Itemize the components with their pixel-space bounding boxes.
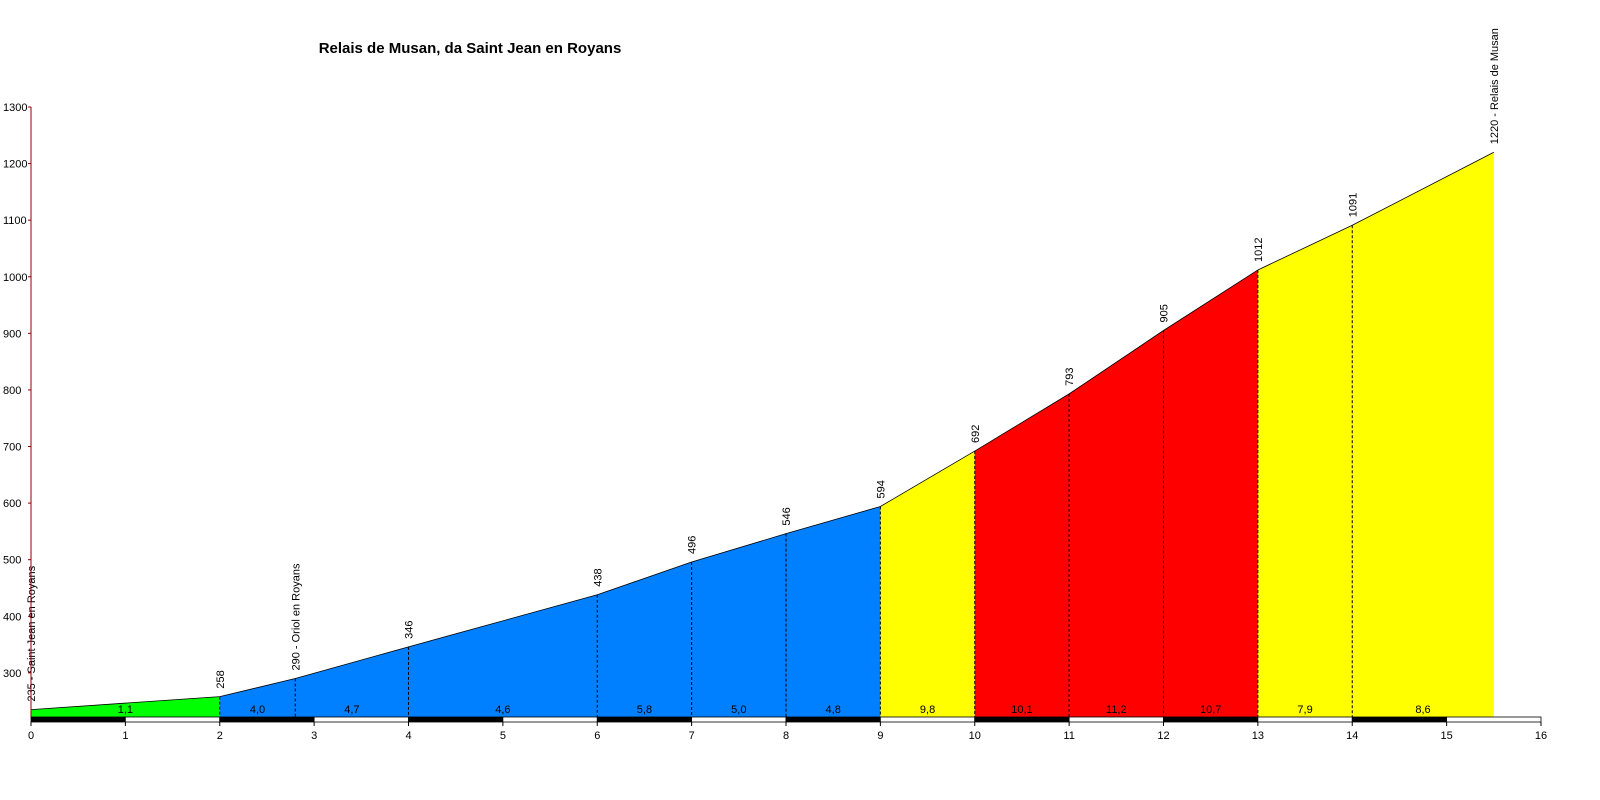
profile-segment [295, 646, 409, 717]
profile-segment [880, 451, 975, 717]
profile-segment [1352, 152, 1494, 717]
x-tick-label: 6 [594, 730, 600, 742]
profile-segment [597, 561, 692, 717]
gradient-label: 10,1 [1011, 704, 1032, 716]
y-tick-label: 1200 [3, 159, 27, 171]
x-tick-label: 9 [877, 730, 883, 742]
profile-line [30, 151, 1494, 711]
profile-segment [974, 393, 1070, 717]
profile-segment [1257, 225, 1353, 717]
km-strip [1163, 716, 1259, 723]
gradient-label: 5,8 [637, 704, 652, 716]
point-label: 1012 [1253, 237, 1265, 261]
km-strip [313, 716, 409, 723]
chart-title: Relais de Musan, da Saint Jean en Royans [319, 40, 622, 57]
km-strip [219, 716, 315, 723]
km-strip [974, 716, 1070, 723]
y-tick-label: 700 [3, 442, 21, 454]
km-strip [1446, 716, 1542, 723]
y-tick-label: 1300 [3, 102, 27, 114]
point-label: 546 [781, 507, 793, 525]
gradient-label: 7,9 [1297, 704, 1312, 716]
gradient-label: 8,6 [1415, 704, 1430, 716]
y-tick-label: 900 [3, 328, 21, 340]
x-tick-label: 7 [689, 730, 695, 742]
y-tick-label: 600 [3, 498, 21, 510]
point-label: 258 [215, 670, 227, 688]
km-strip [1351, 716, 1448, 723]
x-tick-label: 2 [217, 730, 223, 742]
profile-segment [219, 678, 296, 717]
gradient-label: 4,7 [344, 704, 359, 716]
km-strip [1068, 716, 1164, 723]
km-strip [785, 716, 881, 723]
point-label: 793 [1064, 368, 1076, 386]
x-tick-label: 14 [1346, 730, 1358, 742]
km-strip [502, 716, 598, 723]
y-tick-label: 400 [3, 611, 21, 623]
km-strip [1257, 716, 1353, 723]
x-tick-label: 13 [1252, 730, 1264, 742]
gradient-label: 5,0 [731, 704, 746, 716]
km-strip [691, 716, 787, 723]
point-label: 905 [1159, 304, 1171, 322]
x-tick-label: 12 [1157, 730, 1169, 742]
y-tick-label: 1100 [3, 215, 27, 227]
x-tick-label: 3 [311, 730, 317, 742]
gradient-label: 4,8 [826, 704, 841, 716]
point-label: 1220 - Relais de Musan [1489, 28, 1501, 144]
point-label: 692 [970, 425, 982, 443]
km-strip [30, 716, 126, 723]
gradient-label: 11,2 [1106, 704, 1127, 716]
x-tick-label: 10 [969, 730, 981, 742]
x-tick-label: 15 [1441, 730, 1453, 742]
gradient-label: 4,0 [250, 704, 265, 716]
point-label: 235 - Saint Jean en Royans [26, 565, 38, 701]
point-label: 346 [404, 620, 416, 638]
y-tick-label: 300 [3, 668, 21, 680]
y-tick-label: 800 [3, 385, 21, 397]
y-tick-label: 500 [3, 555, 21, 567]
y-tick-label: 1000 [3, 272, 27, 284]
profile-segment [1069, 330, 1164, 717]
point-label: 594 [875, 480, 887, 498]
km-strip [408, 716, 504, 723]
km-strip [124, 716, 221, 723]
gradient-label: 1,1 [118, 704, 133, 716]
point-label: 1091 [1347, 193, 1359, 217]
profile-segment [408, 594, 598, 717]
x-tick-label: 4 [405, 730, 411, 742]
profile-segment [31, 696, 220, 717]
profile-segment [786, 506, 881, 717]
profile-segment [691, 533, 786, 717]
x-tick-label: 8 [783, 730, 789, 742]
x-tick-label: 0 [28, 730, 34, 742]
km-strip [596, 716, 693, 723]
x-tick-label: 5 [500, 730, 506, 742]
x-tick-label: 1 [122, 730, 128, 742]
point-label: 496 [687, 536, 699, 554]
profile-segment [1163, 269, 1258, 717]
km-strip [879, 716, 976, 723]
point-label: 438 [592, 568, 604, 586]
gradient-label: 4,6 [495, 704, 510, 716]
gradient-label: 10,7 [1200, 704, 1221, 716]
x-tick-label: 16 [1535, 730, 1547, 742]
gradient-label: 9,8 [920, 704, 935, 716]
x-tick-label: 11 [1063, 730, 1074, 742]
point-label: 290 - Oriol en Royans [290, 563, 302, 670]
